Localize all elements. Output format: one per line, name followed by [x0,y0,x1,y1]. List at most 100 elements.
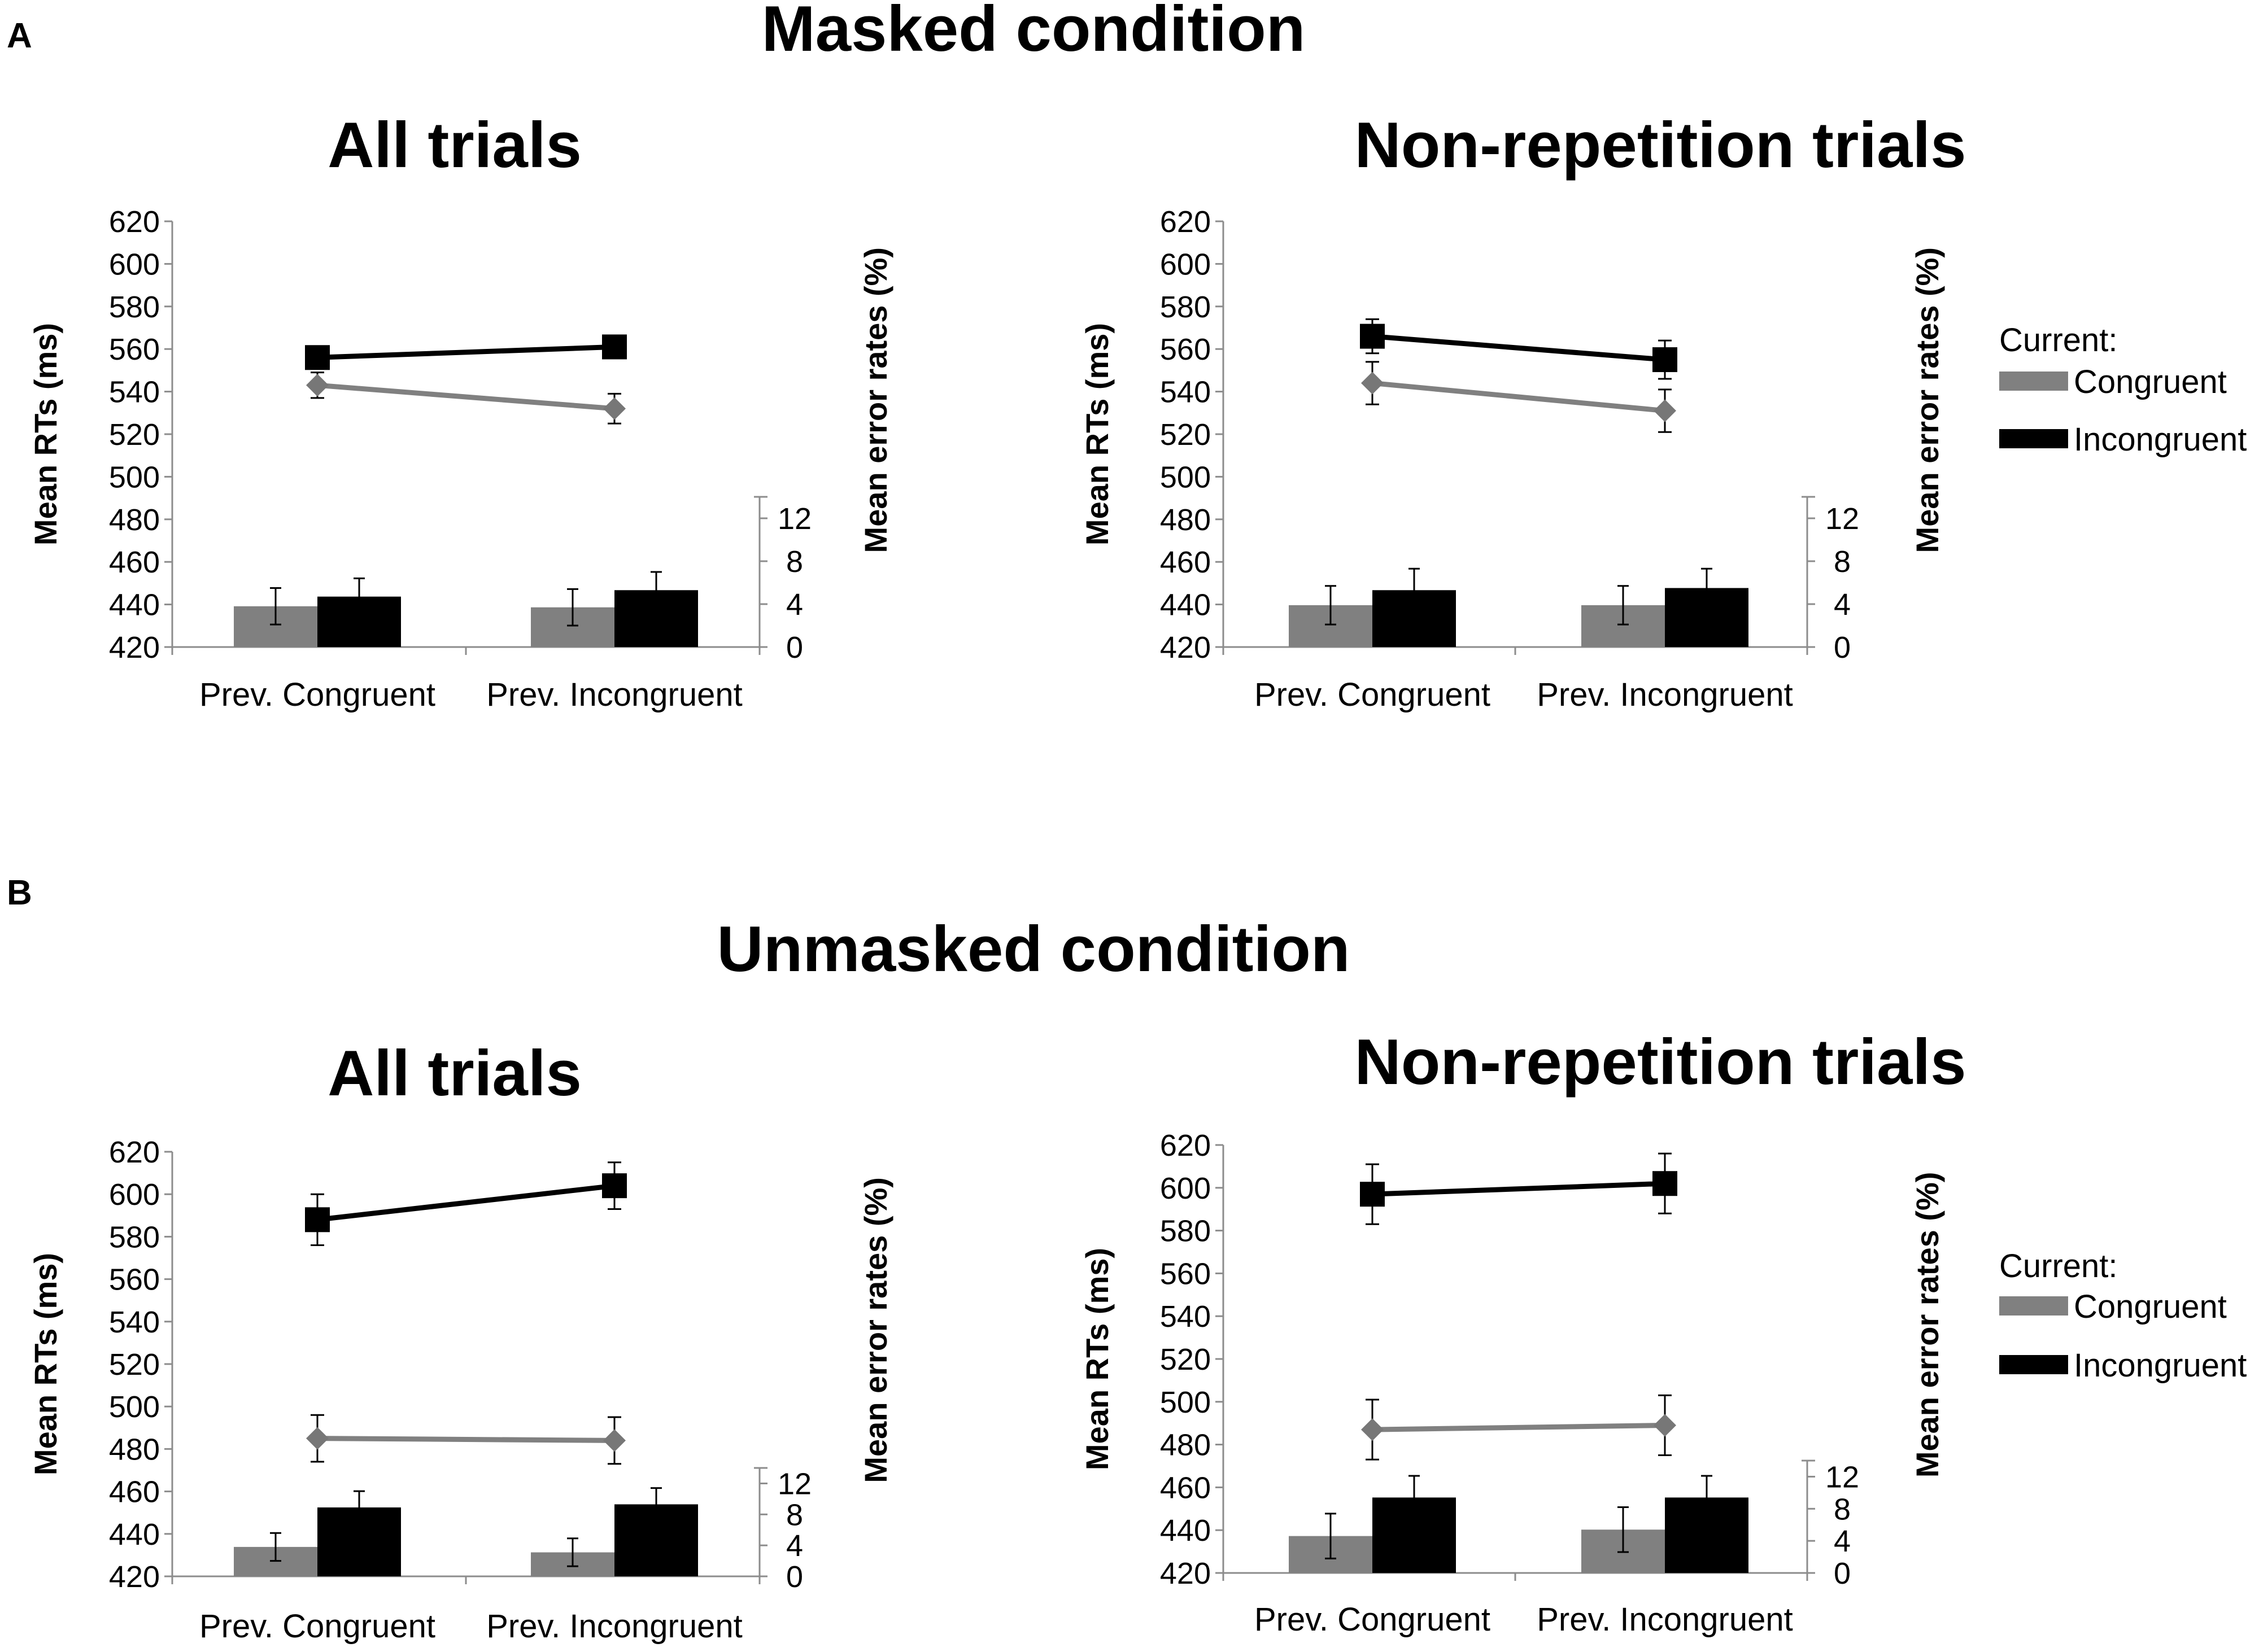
y-tick-label: 440 [1160,588,1211,622]
y-tick-label: 600 [109,247,160,281]
legend-label-congruent: Congruent [2074,1288,2227,1325]
rt-marker-congruent [603,397,626,420]
y2-tick-label: 0 [786,631,803,665]
y-tick-label: 620 [1160,1129,1211,1162]
legend-masked: Current: Congruent Incongruent [1999,322,2247,458]
y-axis-label: Mean RTs (ms) [28,323,63,545]
y2-tick-label: 4 [1834,588,1851,622]
chart-title: All trials [328,1038,582,1109]
legend-swatch-congruent [1999,372,2068,391]
y2-tick-label: 4 [786,588,803,622]
rt-marker-incongruent [1360,1182,1385,1207]
y-tick-label: 500 [1160,1386,1211,1419]
legend-swatch-incongruent [1999,429,2068,448]
y-tick-label: 480 [1160,1428,1211,1462]
y-tick-label: 420 [109,631,160,665]
y-tick-label: 600 [109,1178,160,1212]
legend-swatch-congruent [1999,1296,2068,1316]
y2-tick-label: 12 [1825,1460,1859,1494]
rt-line-congruent [1372,1422,1665,1432]
y-tick-label: 540 [1160,1300,1211,1334]
category-label: Prev. Congruent [1254,1601,1490,1638]
rt-line-incongruent [317,1183,615,1222]
y2-tick-label: 0 [1834,631,1851,665]
y-tick-label: 540 [1160,375,1211,409]
rt-marker-incongruent [602,1173,627,1199]
rt-line-congruent [1372,381,1665,414]
chart-masked-all-trials: All trials 62060058056054052050048046044… [28,110,893,713]
category-label: Prev. Incongruent [486,1608,743,1645]
y-tick-label: 620 [1160,205,1211,239]
rt-marker-congruent [1654,1414,1676,1437]
y-tick-label: 500 [109,460,160,494]
y2-axis-label: Mean error rates (%) [858,1177,893,1483]
y-tick-label: 420 [109,1560,160,1594]
category-label: Prev. Congruent [199,1608,435,1645]
y-tick-label: 620 [109,205,160,239]
y-tick-label: 480 [109,503,160,537]
y2-tick-label: 8 [786,545,803,579]
y2-tick-label: 0 [786,1560,803,1594]
chart-unmasked-non-repetition: Non-repetition trials 620 600 580 560 540 520… [1079,1026,1966,1638]
legend-label-incongruent: Incongruent [2074,421,2247,458]
category-label: Prev. Congruent [199,676,435,713]
legend-unmasked: Current: Congruent Incongruent [1999,1248,2247,1384]
y-tick-label: 500 [1160,460,1211,494]
panel-letter-b: B [7,873,32,912]
rt-marker-incongruent [1652,1171,1677,1196]
rt-line-incongruent [1372,334,1665,362]
y-tick-label: 560 [1160,1257,1211,1291]
chart-title: Non-repetition trials [1354,1026,1966,1098]
y2-tick-label: 12 [778,502,812,536]
rt-marker-congruent [1361,372,1384,395]
y2-tick-label: 0 [1834,1557,1851,1590]
y-axis-label: Mean RTs (ms) [1079,323,1115,545]
category-label: Prev. Incongruent [1537,1601,1793,1638]
rt-line-incongruent [317,344,615,360]
y-tick-label: 520 [1160,418,1211,452]
rt-line-congruent [317,382,615,412]
rt-marker-incongruent [602,334,627,360]
rt-line-congruent [317,1436,615,1443]
y2-tick-label: 8 [1834,1492,1851,1526]
y-tick-label: 540 [109,1305,160,1339]
rt-marker-incongruent [305,1207,330,1233]
y2-tick-label: 8 [786,1498,803,1532]
chart-masked-non-repetition: Non-repetition trials 620 600 580 560 540 520… [1079,110,1966,713]
chart-title: Non-repetition trials [1354,110,1966,181]
y-tick-label: 460 [109,1475,160,1509]
y-tick-label: 480 [1160,503,1211,537]
rt-marker-incongruent [305,345,330,370]
category-label: Prev. Incongruent [486,676,743,713]
y2-tick-label: 12 [778,1467,812,1501]
y-tick-label: 520 [109,1348,160,1382]
rt-marker-incongruent [1652,347,1677,373]
y2-tick-label: 4 [1834,1524,1851,1558]
legend-title: Current: [1999,322,2118,359]
y-tick-label: 460 [1160,1471,1211,1505]
rt-marker-congruent [306,374,329,397]
y-tick-label: 600 [1160,247,1211,281]
rt-marker-incongruent [1360,324,1385,349]
y-axis-label: Mean RTs (ms) [1079,1248,1115,1470]
y-tick-label: 440 [109,588,160,622]
y-tick-label: 560 [1160,333,1211,366]
y-tick-label: 500 [109,1390,160,1424]
section-title-unmasked: Unmasked condition [717,914,1350,985]
y-tick-label: 580 [109,1220,160,1254]
y-tick-label: 440 [1160,1514,1211,1548]
y-tick-label: 420 [1160,1557,1211,1590]
chart-unmasked-all-trials: All trials 62060058056054052050048046044… [28,1038,893,1645]
y-axis-label: Mean RTs (ms) [28,1253,63,1475]
y2-tick-label: 8 [1834,545,1851,579]
y-tick-label: 600 [1160,1172,1211,1205]
y-tick-label: 420 [1160,631,1211,665]
y2-tick-label: 4 [786,1529,803,1563]
rt-marker-congruent [603,1429,626,1452]
y-tick-label: 580 [109,290,160,324]
section-title-masked: Masked condition [762,0,1306,65]
legend-swatch-incongruent [1999,1355,2068,1374]
category-label: Prev. Incongruent [1537,676,1793,713]
y-tick-label: 580 [1160,290,1211,324]
